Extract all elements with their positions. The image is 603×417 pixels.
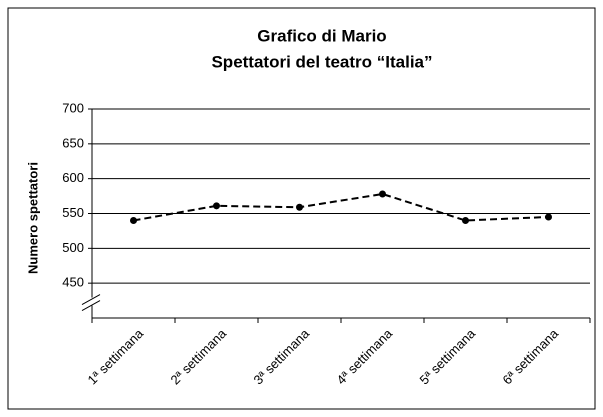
- marker: [379, 190, 386, 198]
- marker: [130, 216, 137, 224]
- marker: [296, 203, 303, 211]
- axis-break: [81, 294, 101, 306]
- line: [133, 192, 549, 222]
- chart-subtitle: Spettatori del teatro “Italia”: [211, 52, 432, 71]
- y-tick-label: 600: [62, 170, 84, 185]
- axis-break: [81, 300, 101, 312]
- marker: [462, 216, 469, 224]
- y-axis-label: Numero spettatori: [25, 162, 40, 274]
- axis-break-gap: [89, 297, 95, 306]
- y-tick-label: 550: [62, 205, 84, 220]
- y-tick-label: 500: [62, 240, 84, 255]
- y-tick-label: 700: [62, 100, 84, 115]
- y-tick-label: 450: [62, 275, 84, 290]
- y-tick-label: 650: [62, 135, 84, 150]
- marker: [213, 202, 220, 210]
- chart-title: Grafico di Mario: [257, 26, 386, 45]
- marker: [545, 213, 552, 221]
